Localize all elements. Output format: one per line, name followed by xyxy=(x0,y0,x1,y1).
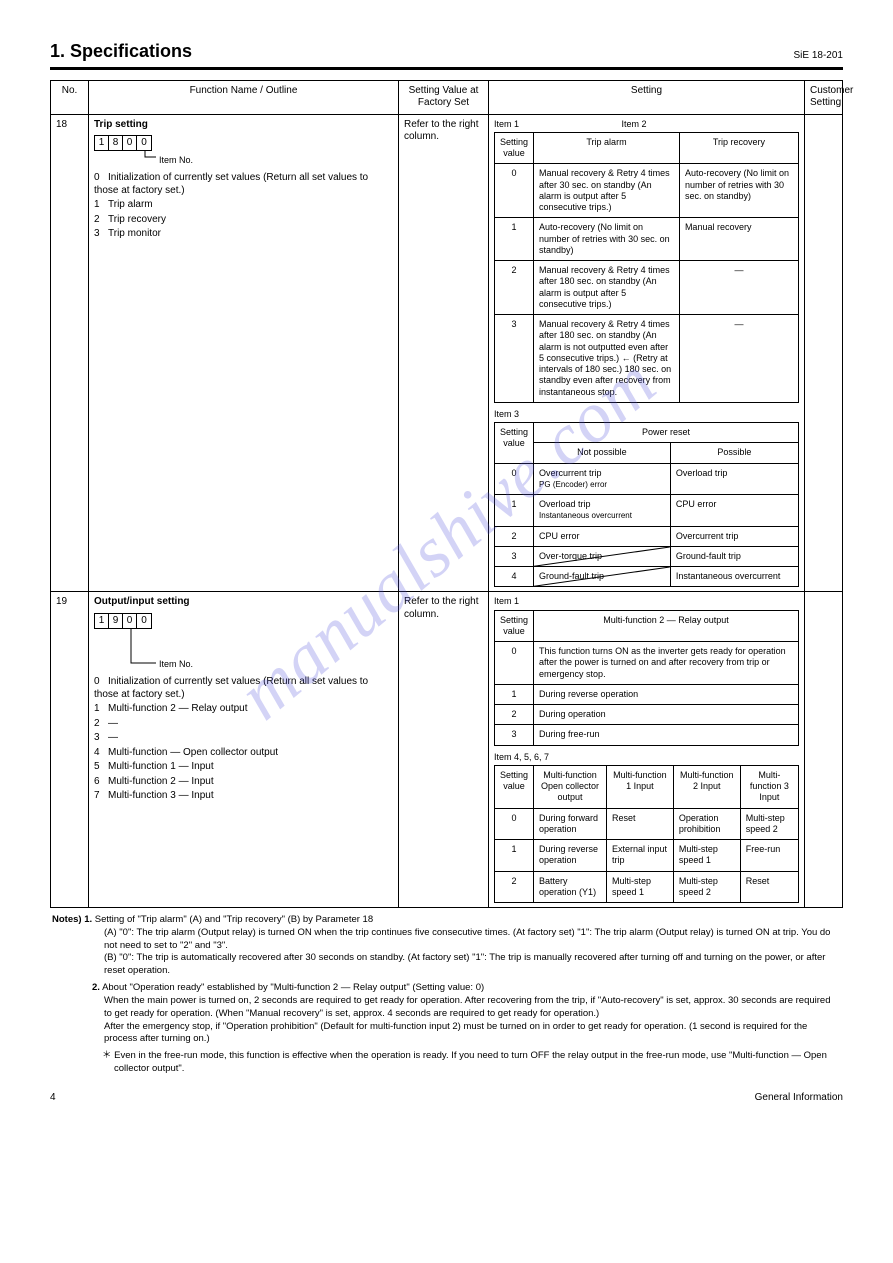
sub-col: Setting value xyxy=(495,132,534,164)
param-pointer xyxy=(96,151,156,165)
table-row: 1During reverse operation xyxy=(495,684,799,704)
table-row: 1 During reverse operation External inpu… xyxy=(495,840,799,872)
mf2-relay-table: Setting value Multi-function 2 — Relay o… xyxy=(494,610,799,746)
sub-label: Item 3 xyxy=(494,409,799,420)
sub-label: Item 1 Item 2 xyxy=(494,119,799,130)
note-sub: (B) "0": The trip is automatically recov… xyxy=(52,952,841,978)
table-row: 3 Over-torque trip Ground-fault trip xyxy=(495,546,799,566)
list-item: 1Multi-function 2 — Relay output xyxy=(94,703,393,716)
sub-col: Multi-function 3 Input xyxy=(740,765,798,808)
section-title: 1. Specifications xyxy=(50,40,192,63)
note-sub: After the emergency stop, if "Operation … xyxy=(52,1021,841,1047)
row-no: 18 xyxy=(51,114,89,592)
list-item: 0Initialization of currently set values … xyxy=(94,172,393,197)
sub-col: Multi-function 1 Input xyxy=(606,765,673,808)
col-no: No. xyxy=(51,80,89,114)
row-cust xyxy=(805,114,843,592)
row-cust xyxy=(805,592,843,908)
mf-io-table: Setting value Multi-function Open collec… xyxy=(494,765,799,903)
item-no-label: Item No. xyxy=(159,135,193,166)
table-row: 2 Manual recovery & Retry 4 times after … xyxy=(495,261,799,315)
table-row: 3 Manual recovery & Retry 4 times after … xyxy=(495,315,799,403)
func-title: Output/input setting xyxy=(94,596,393,609)
list-item: 7Multi-function 3 — Input xyxy=(94,790,393,803)
col-set: Setting xyxy=(489,80,805,114)
list-item: 2Trip recovery xyxy=(94,214,393,227)
table-row: 2 Battery operation (Y1) Multi-step spee… xyxy=(495,871,799,903)
notes: Notes) 1. Setting of "Trip alarm" (A) an… xyxy=(50,908,843,1082)
col-cust: Customer Setting xyxy=(805,80,843,114)
page-section: General Information xyxy=(755,1092,843,1105)
sub-col: Power reset xyxy=(534,423,799,443)
sub-label: Item 4, 5, 6, 7 xyxy=(494,752,799,763)
header-rule xyxy=(50,67,843,70)
sub-col: Possible xyxy=(670,443,798,463)
param-pointer xyxy=(96,629,156,669)
table-row: 0 Manual recovery & Retry 4 times after … xyxy=(495,164,799,218)
table-row: 3During free-run xyxy=(495,725,799,745)
table-row: 2 CPU error Overcurrent trip xyxy=(495,526,799,546)
trip-monitor-table: Setting value Power reset Not possible P… xyxy=(494,422,799,587)
sub-label: Item 1 xyxy=(494,596,799,607)
note-text: Setting of "Trip alarm" (A) and "Trip re… xyxy=(95,914,373,925)
param-display: 1800 xyxy=(94,135,152,151)
func-title: Trip setting xyxy=(94,119,393,132)
list-item: 0Initialization of currently set values … xyxy=(94,676,393,701)
note-label: Notes) 1. xyxy=(52,914,92,925)
note-star: ＊ Even in the free-run mode, this functi… xyxy=(52,1050,841,1076)
table-row: 1 Overload tripInstantaneous overcurrent… xyxy=(495,495,799,527)
sub-col: Multi-function Open collector output xyxy=(534,765,607,808)
table-row: 19 Output/input setting 1900 Item No. 0I… xyxy=(51,592,843,908)
row-func: Output/input setting 1900 Item No. 0Init… xyxy=(89,592,399,908)
sub-col: Not possible xyxy=(534,443,671,463)
list-item: 2— xyxy=(94,718,393,731)
page-footer: 4 General Information xyxy=(50,1092,843,1105)
row-setting: Item 1 Setting value Multi-function 2 — … xyxy=(489,592,805,908)
sub-col: Setting value xyxy=(495,765,534,808)
sub-col: Setting value xyxy=(495,610,534,642)
note-sub: When the main power is turned on, 2 seco… xyxy=(52,995,841,1021)
sub-col: Setting value xyxy=(495,423,534,464)
list-item: 3Trip monitor xyxy=(94,228,393,241)
table-header-row: No. Function Name / Outline Setting Valu… xyxy=(51,80,843,114)
list-item: 6Multi-function 2 — Input xyxy=(94,776,393,789)
table-row: 0 During forward operation Reset Operati… xyxy=(495,808,799,840)
row-val: Refer to the right column. xyxy=(399,592,489,908)
row-setting: Item 1 Item 2 Setting value Trip alarm T… xyxy=(489,114,805,592)
col-func: Function Name / Outline xyxy=(89,80,399,114)
page-number: 4 xyxy=(50,1092,56,1105)
list-item: 4Multi-function — Open collector output xyxy=(94,747,393,760)
item-no-label: Item No. xyxy=(159,613,193,670)
item-list: 0Initialization of currently set values … xyxy=(94,172,393,241)
table-row: 0This function turns ON as the inverter … xyxy=(495,642,799,685)
param-display: 1900 xyxy=(94,613,152,629)
sub-col: Multi-function 2 — Relay output xyxy=(534,610,799,642)
note-text: About "Operation ready" established by "… xyxy=(102,982,484,993)
table-row: 1 Auto-recovery (No limit on number of r… xyxy=(495,218,799,261)
row-no: 19 xyxy=(51,592,89,908)
note-label: 2. xyxy=(52,982,100,993)
note-sub: (A) "0": The trip alarm (Output relay) i… xyxy=(52,927,841,953)
table-row: 2During operation xyxy=(495,705,799,725)
table-row: 18 Trip setting 1800 Item No. 0Initializ… xyxy=(51,114,843,592)
list-item: 5Multi-function 1 — Input xyxy=(94,761,393,774)
trip-alarm-table: Setting value Trip alarm Trip recovery 0… xyxy=(494,132,799,403)
col-val: Setting Value at Factory Set xyxy=(399,80,489,114)
sub-col: Trip alarm xyxy=(534,132,680,164)
table-row: 4 Ground-fault trip Instantaneous overcu… xyxy=(495,567,799,587)
list-item: 1Trip alarm xyxy=(94,199,393,212)
item-list: 0Initialization of currently set values … xyxy=(94,676,393,803)
row-val: Refer to the right column. xyxy=(399,114,489,592)
doc-code: SiE 18-201 xyxy=(794,50,843,63)
sub-col: Trip recovery xyxy=(679,132,798,164)
sub-col: Multi-function 2 Input xyxy=(673,765,740,808)
table-row: 0 Overcurrent tripPG (Encoder) error Ove… xyxy=(495,463,799,495)
row-func: Trip setting 1800 Item No. 0Initializati… xyxy=(89,114,399,592)
page-header: 1. Specifications SiE 18-201 xyxy=(50,40,843,63)
list-item: 3— xyxy=(94,732,393,745)
parameter-table: No. Function Name / Outline Setting Valu… xyxy=(50,80,843,909)
